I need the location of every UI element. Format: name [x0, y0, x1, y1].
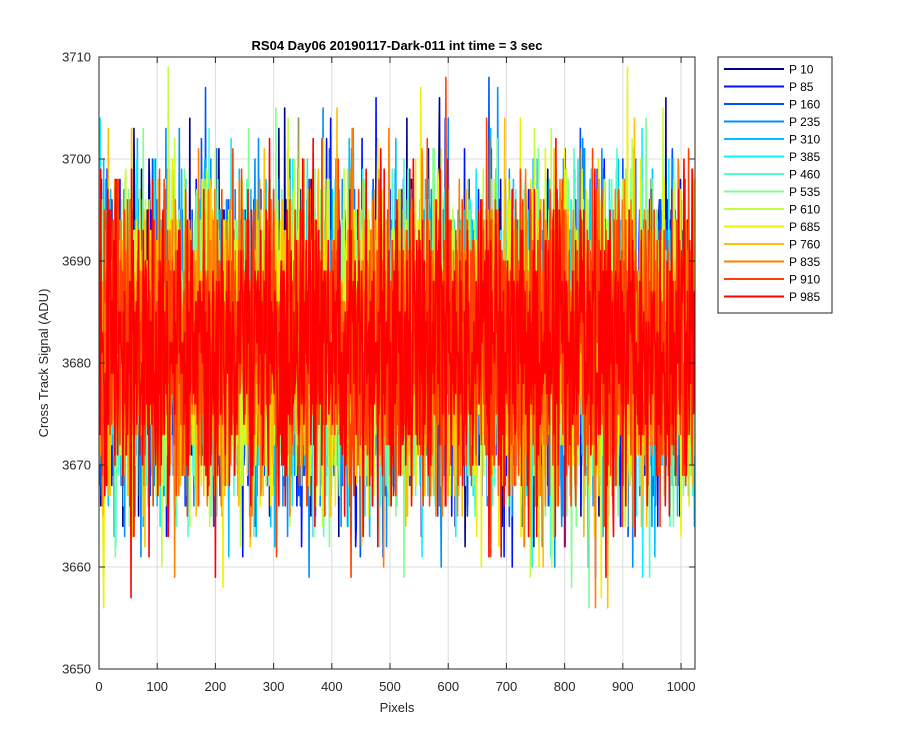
x-tick-label: 400: [321, 679, 343, 694]
x-tick-label: 300: [263, 679, 285, 694]
legend-box: [717, 56, 833, 314]
x-tick-label: 1000: [667, 679, 696, 694]
y-tick-label: 3660: [62, 560, 91, 575]
legend-label: P 160: [789, 98, 820, 112]
y-tick-label: 3690: [62, 254, 91, 269]
legend-label: P 835: [789, 255, 820, 269]
x-tick-label: 100: [146, 679, 168, 694]
legend-label: P 760: [789, 238, 820, 252]
x-tick-label: 500: [379, 679, 401, 694]
y-tick-label: 3700: [62, 152, 91, 167]
x-axis-label: Pixels: [380, 700, 415, 715]
y-tick-label: 3650: [62, 662, 91, 677]
y-tick-label: 3710: [62, 50, 91, 65]
x-tick-label: 900: [612, 679, 634, 694]
x-tick-label: 700: [496, 679, 518, 694]
chart-title: RS04 Day06 20190117-Dark-011 int time = …: [252, 38, 543, 53]
legend-items: P 10 P 85 P 160 P 235 P 310 P 385 P 460 P 535 P …: [724, 63, 820, 304]
y-tick-label: 3680: [62, 356, 91, 371]
legend-label: P 235: [789, 115, 820, 129]
x-tick-label: 0: [95, 679, 102, 694]
legend-label: P 460: [789, 168, 820, 182]
x-tick-label: 600: [437, 679, 459, 694]
series-line-p985: [99, 137, 695, 599]
legend-label: P 310: [789, 133, 820, 147]
legend: P 10 P 85 P 160 P 235 P 310 P 385 P 460 P 535 P …: [717, 56, 833, 314]
x-tick-label: 200: [205, 679, 227, 694]
plot-clip: [99, 66, 695, 609]
legend-label: P 985: [789, 290, 820, 304]
legend-label: P 610: [789, 203, 820, 217]
plot-area: [98, 56, 696, 670]
x-tick-label: 800: [554, 679, 576, 694]
x-axis-ticks: 0 100 200 300 400 500 600 700 800 900 1000: [95, 57, 695, 694]
legend-label: P 385: [789, 150, 820, 164]
legend-label: P 910: [789, 273, 820, 287]
series-group: [99, 66, 695, 609]
legend-label: P 685: [789, 220, 820, 234]
legend-label: P 535: [789, 185, 820, 199]
legend-label: P 10: [789, 63, 814, 77]
y-axis-ticks: 3650 3660 3670 3680 3690 3700 3710: [62, 50, 695, 677]
y-axis-label: Cross Track Signal (ADU): [36, 289, 51, 438]
y-tick-label: 3670: [62, 458, 91, 473]
legend-label: P 85: [789, 80, 814, 94]
